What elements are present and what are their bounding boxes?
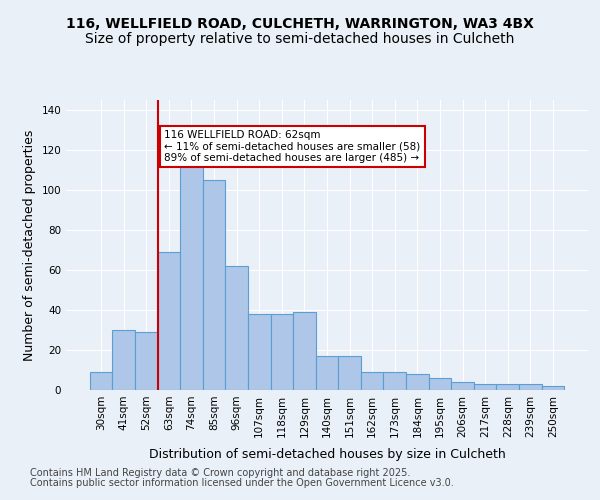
Bar [451,382,474,390]
Bar [474,384,496,390]
Text: Size of property relative to semi-detached houses in Culcheth: Size of property relative to semi-detach… [85,32,515,46]
Text: Contains public sector information licensed under the Open Government Licence v3: Contains public sector information licen… [30,478,454,488]
Bar [158,252,180,390]
Bar [428,378,451,390]
Bar [135,332,158,390]
Bar [383,372,406,390]
Text: 116 WELLFIELD ROAD: 62sqm
← 11% of semi-detached houses are smaller (58)
89% of : 116 WELLFIELD ROAD: 62sqm ← 11% of semi-… [164,130,421,163]
X-axis label: Distribution of semi-detached houses by size in Culcheth: Distribution of semi-detached houses by … [149,448,505,461]
Bar [180,160,203,390]
Bar [542,386,564,390]
Bar [338,356,361,390]
Bar [271,314,293,390]
Bar [248,314,271,390]
Y-axis label: Number of semi-detached properties: Number of semi-detached properties [23,130,36,360]
Bar [90,372,112,390]
Bar [293,312,316,390]
Text: 116, WELLFIELD ROAD, CULCHETH, WARRINGTON, WA3 4BX: 116, WELLFIELD ROAD, CULCHETH, WARRINGTO… [66,18,534,32]
Bar [496,384,519,390]
Bar [226,266,248,390]
Bar [316,356,338,390]
Bar [519,384,542,390]
Text: Contains HM Land Registry data © Crown copyright and database right 2025.: Contains HM Land Registry data © Crown c… [30,468,410,477]
Bar [203,180,226,390]
Bar [406,374,428,390]
Bar [112,330,135,390]
Bar [361,372,383,390]
